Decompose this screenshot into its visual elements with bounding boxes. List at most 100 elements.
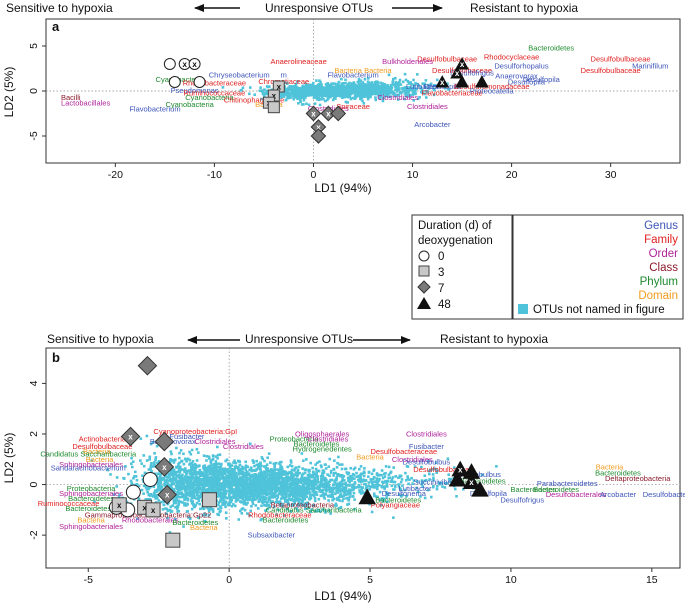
otu-point — [301, 491, 305, 495]
otu-point — [316, 461, 319, 465]
otu-point — [295, 482, 299, 486]
otu-point — [169, 487, 173, 490]
otu-point — [225, 458, 229, 462]
otu-point — [289, 489, 293, 493]
otu-point — [168, 531, 172, 534]
otu-point — [226, 503, 230, 507]
otu-point — [189, 490, 193, 493]
otu-point — [188, 494, 191, 497]
otu-point — [164, 507, 167, 510]
otu-point — [283, 496, 287, 500]
otu-point — [149, 494, 152, 497]
otu-point — [359, 475, 362, 478]
otu-point — [341, 479, 344, 482]
otu-point — [192, 496, 196, 500]
otu-label: Desulfofrigus — [500, 495, 544, 504]
otu-label: Polyangiaceae — [371, 500, 420, 509]
otu-point — [398, 487, 402, 490]
otu-point — [219, 484, 222, 488]
otu-point — [279, 464, 282, 467]
otu-point — [209, 462, 213, 465]
otu-point — [398, 78, 402, 82]
replicate-x-mark: x — [311, 110, 316, 119]
panel-a-header: Sensitive to hypoxia Unresponsive OTUs R… — [6, 1, 578, 15]
otu-point — [210, 468, 214, 472]
otu-point — [301, 494, 304, 498]
otu-point — [245, 498, 248, 501]
otu-point — [266, 456, 269, 459]
otu-point — [322, 488, 325, 492]
otu-point — [211, 510, 215, 513]
otu-point — [343, 492, 346, 495]
otu-point — [188, 517, 192, 521]
marker-day-0 — [188, 58, 201, 70]
otu-point — [211, 454, 215, 457]
otu-point — [190, 496, 194, 500]
otu-point — [394, 80, 398, 84]
otu-point — [363, 77, 367, 81]
otu-point — [278, 500, 282, 503]
otu-point — [171, 480, 174, 483]
otu-point — [270, 500, 274, 504]
otu-point — [340, 467, 344, 471]
otu-point — [130, 462, 133, 465]
otu-point — [224, 511, 228, 515]
otu-point — [376, 482, 379, 486]
otu-point — [192, 484, 196, 488]
otu-point — [434, 468, 438, 471]
otu-point — [297, 500, 301, 503]
otu-point — [225, 469, 229, 473]
otu-point — [247, 492, 251, 496]
otu-point — [290, 504, 294, 508]
otu-label: Proteobacteria — [67, 484, 117, 493]
otu-point — [198, 468, 202, 472]
otu-point — [340, 487, 344, 491]
replicate-x-mark: x — [460, 60, 465, 69]
otu-point — [324, 511, 327, 514]
otu-point — [223, 485, 227, 489]
otu-point — [340, 484, 343, 488]
otu-point — [245, 503, 248, 506]
otu-point — [186, 493, 189, 496]
otu-point — [378, 97, 382, 100]
otu-point — [285, 475, 288, 479]
otu-point — [346, 94, 349, 97]
otu-point — [269, 470, 273, 474]
otu-point — [395, 83, 398, 86]
otu-point — [166, 502, 170, 506]
otu-point — [208, 464, 211, 468]
otu-label: Bacteria — [83, 447, 111, 456]
otu-point — [240, 496, 243, 499]
otu-point — [206, 476, 209, 479]
otu-point — [429, 495, 433, 499]
otu-point — [224, 489, 228, 493]
y-tick-label: 0 — [28, 481, 40, 487]
otu-label: Chryseobacterium — [209, 71, 270, 80]
otu-point — [245, 486, 249, 490]
otu-point — [290, 493, 294, 497]
otu-point — [300, 502, 303, 505]
otu-point — [369, 485, 372, 488]
otu-point — [399, 480, 403, 484]
otu-point — [305, 488, 309, 491]
otu-point — [347, 479, 350, 482]
legend-circle-symbol — [418, 250, 430, 262]
otu-point — [362, 491, 366, 495]
otu-label: Bacteria — [334, 66, 362, 75]
otu-point — [215, 475, 219, 478]
otu-point — [206, 469, 210, 473]
otu-point — [280, 91, 284, 95]
otu-point — [359, 82, 362, 86]
otu-point — [319, 510, 322, 513]
otu-point — [416, 480, 419, 483]
otu-point — [261, 92, 265, 96]
otu-point — [365, 85, 369, 89]
otu-point — [325, 84, 329, 87]
otu-point — [162, 500, 166, 503]
otu-point — [122, 476, 125, 480]
otu-point — [349, 466, 353, 470]
otu-point — [182, 495, 185, 498]
otu-point — [389, 91, 393, 95]
otu-point — [283, 472, 287, 476]
otu-point — [238, 490, 242, 494]
